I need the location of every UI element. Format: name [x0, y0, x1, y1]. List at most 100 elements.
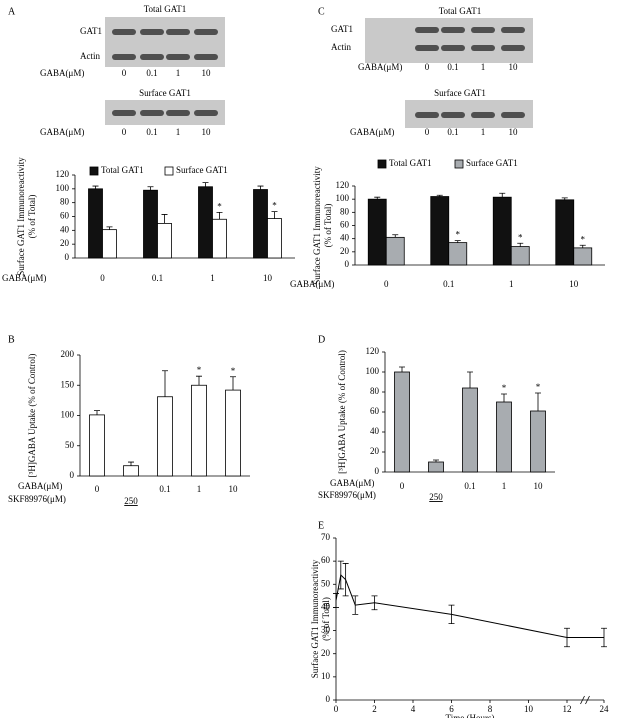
axis-break	[580, 695, 590, 705]
legend-swatch	[89, 166, 99, 176]
blot-band	[501, 27, 525, 33]
y-tick-label: 100	[61, 410, 75, 420]
condition-label: GABA(μM)	[350, 127, 394, 137]
x-axis-label: GABA(μM)	[330, 478, 374, 488]
y-tick-label: 120	[366, 346, 380, 356]
y-tick-label: 120	[56, 169, 70, 179]
bar	[367, 198, 387, 266]
bar	[530, 410, 546, 473]
bar	[510, 246, 530, 266]
blot-title: Total GAT1	[439, 6, 482, 16]
lane-label: 10	[509, 62, 519, 72]
bar	[198, 186, 213, 259]
lane-label: 1	[176, 127, 181, 137]
bar	[555, 199, 575, 266]
bar	[428, 461, 444, 473]
error-bar	[342, 563, 349, 597]
y-axis-label: Surface GAT1 Immunoreactivity	[312, 166, 322, 285]
x-tick-label: 0.1	[152, 273, 163, 283]
lane-label: 0.1	[146, 68, 157, 78]
bar	[157, 396, 173, 477]
y-tick-label: 50	[65, 440, 75, 450]
error-bar	[374, 196, 381, 200]
blot-band	[112, 29, 136, 35]
condition-label: GABA(μM)	[40, 127, 84, 137]
significance-marker: *	[197, 365, 202, 375]
legend-label: Surface GAT1	[466, 158, 518, 168]
y-tick-label: 0	[345, 259, 350, 269]
y-tick-label: 0	[70, 470, 75, 480]
y-tick-label: 60	[60, 211, 70, 221]
y-axis-label: [³H]GABA Uptake (% of Control)	[337, 350, 347, 474]
x-tick-label: 24	[600, 704, 610, 714]
x-tick-label: 10	[534, 481, 544, 491]
error-bar	[92, 185, 99, 189]
legend-label: Total GAT1	[389, 158, 432, 168]
significance-marker: *	[581, 234, 586, 244]
bar	[143, 189, 158, 259]
error-bar	[436, 194, 443, 197]
blot-image	[365, 18, 533, 63]
x-tick-label: 10	[569, 279, 579, 289]
lane-label: 0.1	[146, 127, 157, 137]
blot-band	[441, 45, 465, 51]
blot-band	[140, 110, 164, 116]
y-tick-label: 20	[321, 648, 331, 658]
y-tick-label: 200	[61, 349, 75, 359]
blot-title: Surface GAT1	[139, 88, 191, 98]
x-tick-label: 1	[210, 273, 215, 283]
bar	[212, 218, 227, 259]
bar	[496, 401, 512, 473]
error-bar	[337, 560, 344, 590]
bar	[89, 414, 105, 477]
bar	[157, 223, 172, 259]
bar	[267, 218, 282, 259]
error-bar	[561, 197, 568, 200]
blot-title: Surface GAT1	[434, 88, 486, 98]
error-bar	[399, 366, 405, 372]
bar	[253, 189, 268, 259]
blot-band	[471, 45, 495, 51]
y-tick-label: 70	[321, 532, 331, 542]
error-bar	[564, 627, 570, 648]
blot-band	[194, 110, 218, 116]
bar	[191, 384, 207, 477]
blot-band	[140, 29, 164, 35]
blot-band	[415, 112, 439, 118]
panel-label: E	[318, 520, 324, 531]
error-bar	[454, 240, 461, 243]
bar	[462, 387, 478, 473]
lane-label: 0	[122, 127, 127, 137]
lane-label: 1	[481, 127, 486, 137]
blot-band	[194, 29, 218, 35]
significance-marker: *	[231, 366, 236, 376]
significance-marker: *	[536, 382, 541, 392]
blot-band	[140, 54, 164, 60]
legend-label: Surface GAT1	[176, 165, 228, 175]
significance-marker: *	[502, 383, 507, 393]
blot-row-label: GAT1	[331, 24, 353, 34]
error-bar	[162, 370, 168, 397]
lane-label: 0	[425, 62, 430, 72]
error-bar	[94, 410, 100, 415]
x-tick-label: 1	[509, 279, 514, 289]
y-axis-label: [³H]GABA Uptake (% of Control)	[27, 354, 37, 478]
panel-label: C	[318, 6, 325, 17]
error-bar	[433, 459, 439, 462]
error-bar	[517, 242, 524, 247]
blot-row-label: GAT1	[80, 26, 102, 36]
y-tick-label: 0	[65, 252, 70, 262]
bar	[448, 242, 468, 266]
y-tick-label: 40	[340, 233, 350, 243]
x-tick-label: 0	[384, 279, 389, 289]
x-tick-label: 0.1	[159, 484, 170, 494]
blot-title: Total GAT1	[144, 4, 187, 14]
significance-marker: *	[217, 201, 222, 211]
significance-marker: *	[518, 232, 523, 242]
lane-label: 0	[425, 127, 430, 137]
bar	[385, 236, 405, 266]
x-tick-label: 10	[524, 704, 534, 714]
bar	[430, 196, 450, 266]
y-tick-label: 0	[375, 466, 380, 476]
